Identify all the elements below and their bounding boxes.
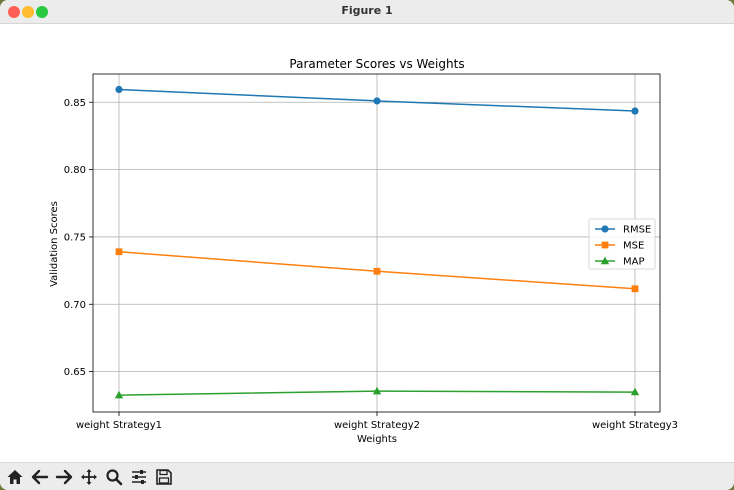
home-icon (7, 470, 23, 484)
data-point-rmse (373, 97, 381, 105)
maximize-window-button[interactable] (36, 6, 48, 18)
legend-marker-rmse (601, 225, 609, 233)
legend-marker-map (600, 256, 610, 265)
axis-ticks: weight Strategy1 weight Strategy2 weight S… (64, 98, 678, 431)
zoom-magnifier-icon (106, 469, 123, 486)
x-tick-label: weight Strategy3 (592, 420, 678, 431)
forward-arrow-icon (55, 469, 73, 485)
series-layer (114, 85, 640, 399)
x-tick-label: weight Strategy1 (76, 420, 162, 431)
data-point-map (114, 390, 124, 399)
data-point-rmse (115, 85, 123, 94)
configure-subplots-button[interactable] (128, 466, 150, 488)
close-window-button[interactable] (8, 6, 20, 18)
zoom-button[interactable] (103, 466, 125, 488)
configure-subplots-icon (132, 470, 146, 484)
legend-label-map: MAP (623, 257, 645, 268)
data-point-mse (115, 248, 123, 256)
legend-marker-mse (601, 241, 609, 249)
data-point-mse (373, 267, 381, 275)
forward-button[interactable] (53, 466, 75, 488)
minimize-window-button[interactable] (22, 6, 34, 18)
title-bar[interactable]: Figure 1 (0, 0, 734, 24)
save-button[interactable] (153, 466, 175, 488)
data-point-mse (631, 285, 639, 293)
pan-button[interactable] (78, 466, 100, 488)
window-title: Figure 1 (341, 4, 393, 17)
line-chart: weight Strategy1 weight Strategy2 weight S… (49, 57, 678, 445)
navigation-toolbar (0, 462, 734, 490)
y-tick-label: 0.65 (64, 367, 86, 378)
data-point-map (630, 387, 640, 396)
y-axis-label: Validation Scores (49, 201, 60, 287)
y-tick-label: 0.80 (64, 165, 86, 176)
y-tick-label: 0.70 (64, 300, 86, 311)
chart-title: Parameter Scores vs Weights (289, 57, 464, 71)
legend-label-mse: MSE (623, 241, 644, 252)
plot-frame (92, 73, 661, 413)
back-button[interactable] (29, 466, 51, 488)
y-tick-label: 0.75 (64, 232, 86, 243)
legend: RMSE MSE MAP (588, 218, 656, 270)
figure-canvas: weight Strategy1 weight Strategy2 weight S… (0, 24, 734, 461)
y-tick-label: 0.85 (64, 98, 86, 109)
x-tick-label: weight Strategy2 (334, 420, 420, 431)
x-axis-label: Weights (357, 434, 397, 445)
home-button[interactable] (4, 466, 26, 488)
back-arrow-icon (31, 469, 49, 485)
data-point-rmse (631, 107, 639, 115)
data-point-map (372, 386, 382, 395)
pan-move-icon (81, 469, 97, 485)
save-disk-icon (156, 469, 172, 485)
plot-area (93, 74, 660, 412)
legend-label-rmse: RMSE (623, 225, 651, 236)
